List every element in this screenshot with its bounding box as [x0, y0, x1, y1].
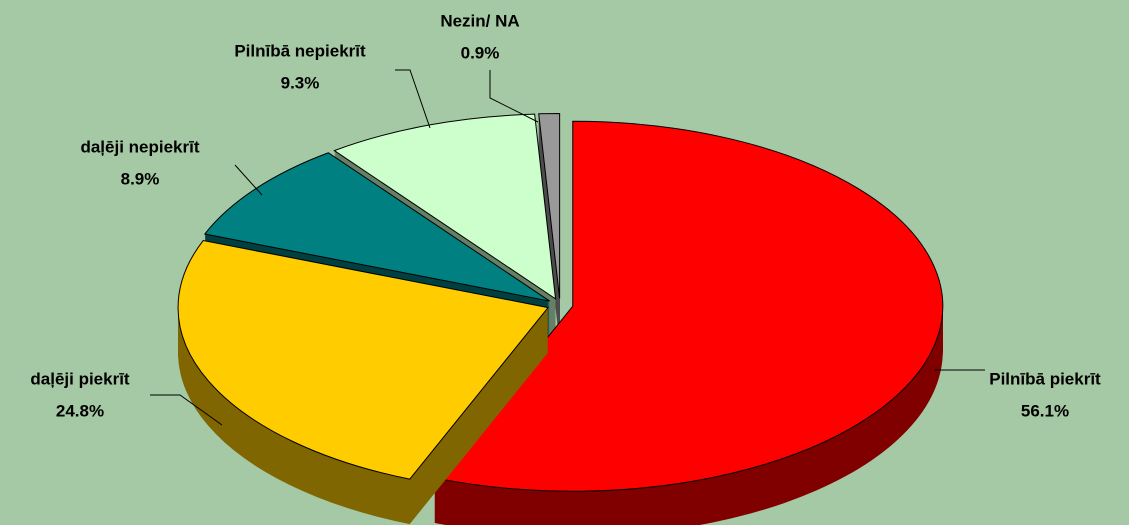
category-label: daļēji piekrīt — [30, 369, 130, 388]
pie-slice — [177, 240, 549, 525]
category-label: Nezin/ NA — [440, 11, 519, 30]
slice-top — [203, 152, 550, 302]
leader-line — [489, 70, 539, 123]
value-label: 56.1% — [1021, 401, 1069, 420]
leader-line — [234, 164, 263, 196]
value-label: 8.9% — [121, 169, 160, 188]
pie-slice — [433, 120, 944, 525]
slice-top — [177, 240, 549, 480]
value-label: 9.3% — [281, 73, 320, 92]
slice-top — [538, 113, 561, 299]
slice-top — [433, 120, 944, 492]
value-label: 24.8% — [56, 401, 104, 420]
category-label: daļēji nepiekrīt — [80, 137, 199, 156]
value-label: 0.9% — [461, 43, 500, 62]
leader-line — [395, 69, 431, 129]
leader-line — [150, 394, 223, 426]
category-label: Pilnībā piekrīt — [989, 369, 1101, 388]
category-label: Pilnībā nepiekrīt — [234, 41, 366, 60]
